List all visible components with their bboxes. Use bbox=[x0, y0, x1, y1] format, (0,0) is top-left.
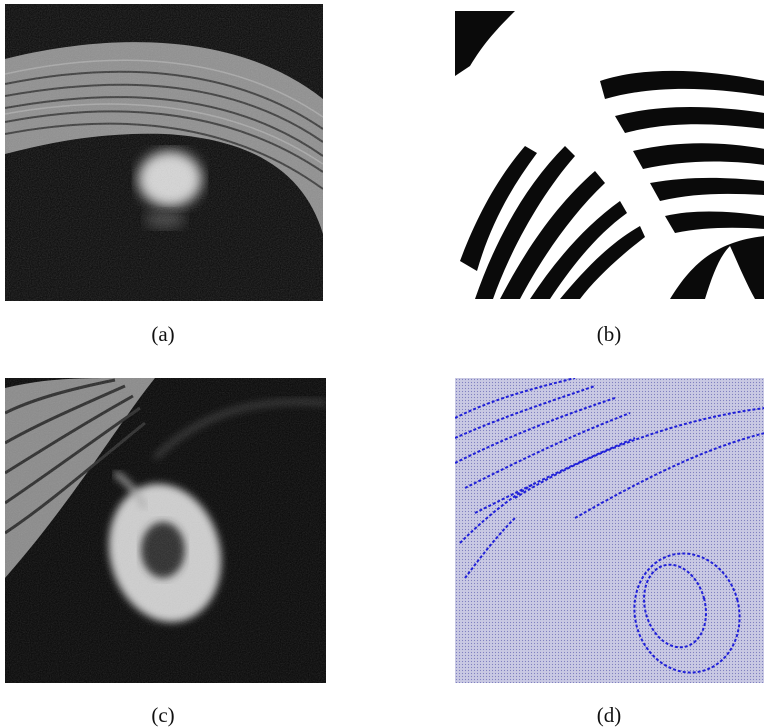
panel-a-image bbox=[5, 4, 323, 301]
panel-c-caption: (c) bbox=[151, 703, 175, 727]
panel-c-image bbox=[5, 378, 326, 683]
panel-a-caption: (a) bbox=[151, 322, 175, 346]
panel-b-image bbox=[455, 11, 764, 299]
panel-d-image bbox=[455, 378, 764, 683]
panel-d-caption: (d) bbox=[596, 703, 622, 727]
panel-b-caption: (b) bbox=[596, 322, 622, 346]
